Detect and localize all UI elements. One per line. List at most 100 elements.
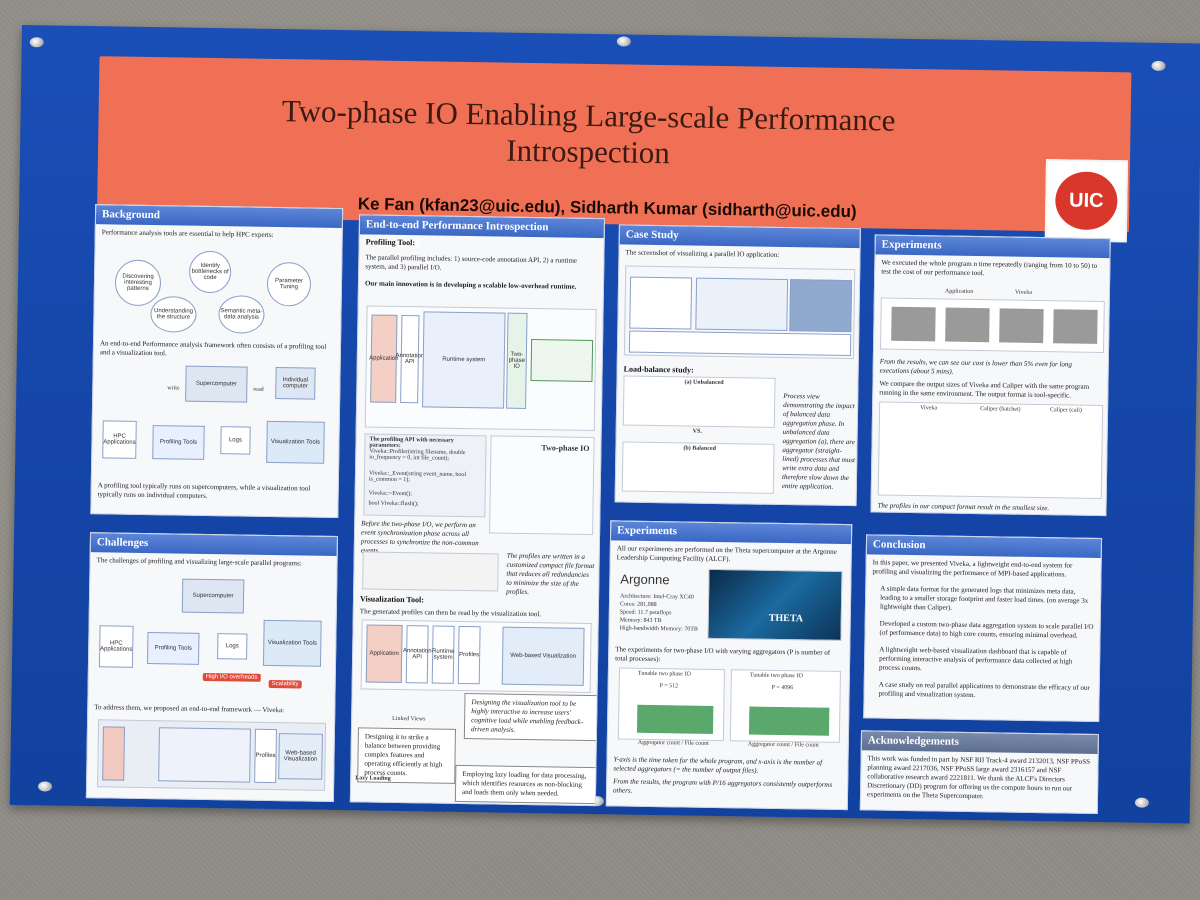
p-value: P = 512 [659,683,679,690]
two-phase-intro: The experiments for two-phase I/O with v… [615,645,831,664]
visualization-tools-box: Visualization Tools [262,619,322,667]
conclusion-bullet: A case study on real parallel applicatio… [878,680,1090,700]
annotation-api-box: Annotation API [403,625,432,684]
pin-icon [1134,797,1150,808]
challenges-intro: The challenges of profiling and visualiz… [96,556,302,568]
runtime-diagram: Application Annotation API Runtime syste… [364,305,597,432]
process-view [695,277,789,332]
conclusion-panel: Conclusion In this paper, we presented V… [863,534,1103,723]
legend2-viveka: Viveka [920,405,938,412]
pin-icon [37,781,53,792]
xaxis-label: Aggregator count / File count [637,739,709,747]
experiments-top-intro: We executed the whole program n time rep… [881,258,1098,278]
experiments-bottom-panel: Experiments All our experiments are perf… [605,520,853,811]
aggregator-bars [636,704,714,734]
mini-web-vis-box: Web-based Visualization [278,733,323,780]
scalability-badge: Scalability [268,679,302,689]
challenges-panel: Challenges The challenges of profiling a… [85,532,339,802]
experiments-bottom-intro: All our experiments are performed on the… [616,544,837,564]
aggregator-chart-512: Tunable two phase IO P = 512 [617,667,725,742]
xaxis-label: Aggregator count / File count [747,741,819,749]
tree-view [629,276,693,330]
challenges-heading: Challenges [90,533,337,557]
legend-viveka: Viveka [1014,289,1032,296]
logs-box: Logs [217,633,248,660]
size-charts: Viveka Caliper (hatchet) Caliper (cali) [877,401,1104,500]
lazy-note: Employing lazy loading for data processi… [454,764,600,805]
spec-line: Speed: 11.7 petaflops [619,609,672,617]
chart-legend: Tunable two phase IO [749,672,803,680]
overhead-bars [1053,309,1098,344]
high-io-badge: High I/O overheads [202,672,261,682]
pin-icon [616,36,631,47]
legend-application: Application [944,288,974,295]
hpc-apps-box: HPC Applications [102,420,137,459]
overhead-bars [891,306,936,342]
spec-line: Architecture: Intel-Cray XC40 [620,593,694,601]
framework-panel: End-to-end Performance Introspection Fra… [349,214,606,807]
aggregator-bars [748,706,830,736]
event-code-box [530,339,594,383]
conclusion-bullet: A simple data format for the generated l… [879,584,1089,612]
challenges-flow-figure: Supercomputer HPC Applications Profiling… [98,573,327,697]
linked-views-label: Linked Views [392,715,426,723]
uic-logo-mark: UIC [1054,171,1118,231]
theta-label: THETA [768,612,804,625]
background-footer: A profiling tool typically runs on super… [97,481,311,500]
case-study-note: Process view demonstrating the impact of… [781,392,855,491]
mini-runtime-box [158,727,251,783]
overhead-bars [999,308,1044,344]
balanced-label: (b) Balanced [683,445,716,452]
unbalanced-chart: (a) Unbalanced [622,375,776,428]
vs-label: VS. [692,428,702,435]
timeline-view [628,330,852,357]
profiling-tools-box: Profiling Tools [152,425,205,460]
overhead-bars [945,307,990,343]
profiling-text: The parallel profiling includes: 1) sour… [365,253,578,272]
spec-line: High-bandwidth Memory: 70TB [619,625,698,633]
conclusion-heading: Conclusion [866,535,1102,559]
legend2-cali: Caliper (cali) [1050,407,1082,414]
read-label: read [253,386,264,393]
chart-legend: Tunable two phase IO [637,670,691,678]
api-item: Viveka::Profiler(string filename, double… [369,448,466,462]
acknowledgements-panel: Acknowledgements This work was funded in… [859,730,1099,814]
p-value: P = 4096 [771,684,794,692]
spec-line: Memory: 843 TB [619,617,662,625]
theta-photo: THETA [707,568,843,641]
research-poster: Two-phase IO Enabling Large-scale Perfor… [9,25,1200,824]
profiling-api-box: The profiling API with necessary paramet… [363,433,487,518]
two-phase-diagram: Two-phase IO [489,435,595,536]
application-box: Application [365,624,403,684]
web-vis-box: Web-based Visualization [501,626,585,686]
bubble: Parameter Tuning [266,261,312,307]
two-phase-io-box: Two-phase IO [506,312,528,409]
background-heading: Background [95,205,343,229]
viveka-mini-figure: Profiles Web-based Visualization [97,719,327,791]
argonne-logo: Argonne [620,571,670,588]
two-phase-label: Two-phase IO [541,443,590,453]
conclusion-bullet: A lightweight web-based visualization da… [878,645,1073,673]
profile-file-sample [362,551,499,592]
design-note: Designing the visualization tool to be h… [463,693,601,742]
api-item: Viveka::~Event(); [368,490,412,498]
balanced-chart: (b) Balanced [621,441,775,494]
api-item: Viveka::_Event(string event_name, bool i… [368,470,467,484]
experiments-top-footer: The profiles in our compact format resul… [877,501,1050,513]
experiments-bottom-heading: Experiments [610,521,852,545]
pin-icon [1151,60,1166,71]
acknowledgements-text: This work was funded in part by NSF RII … [866,754,1091,801]
api-item: bool Viveka::flush(); [368,500,419,508]
profiling-tools-box: Profiling Tools [146,632,200,665]
experiments-top-heading: Experiments [875,235,1110,259]
aggregator-caption-2: From the results, the program with P/16 … [612,777,833,795]
supercomputer-box: Supercomputer [185,365,248,403]
bubble: Semantic meta-data analysis [218,295,265,334]
poster-title: Two-phase IO Enabling Large-scale Perfor… [228,92,949,175]
bubble: Understanding the structure [150,296,197,333]
case-study-panel: Case Study The screenshot of visualizing… [614,224,861,507]
bubble: Identify bottlenecks of code [188,250,232,294]
write-label: write [167,385,180,392]
table-view [789,279,853,333]
background-intro: Performance analysis tools are essential… [101,228,274,239]
